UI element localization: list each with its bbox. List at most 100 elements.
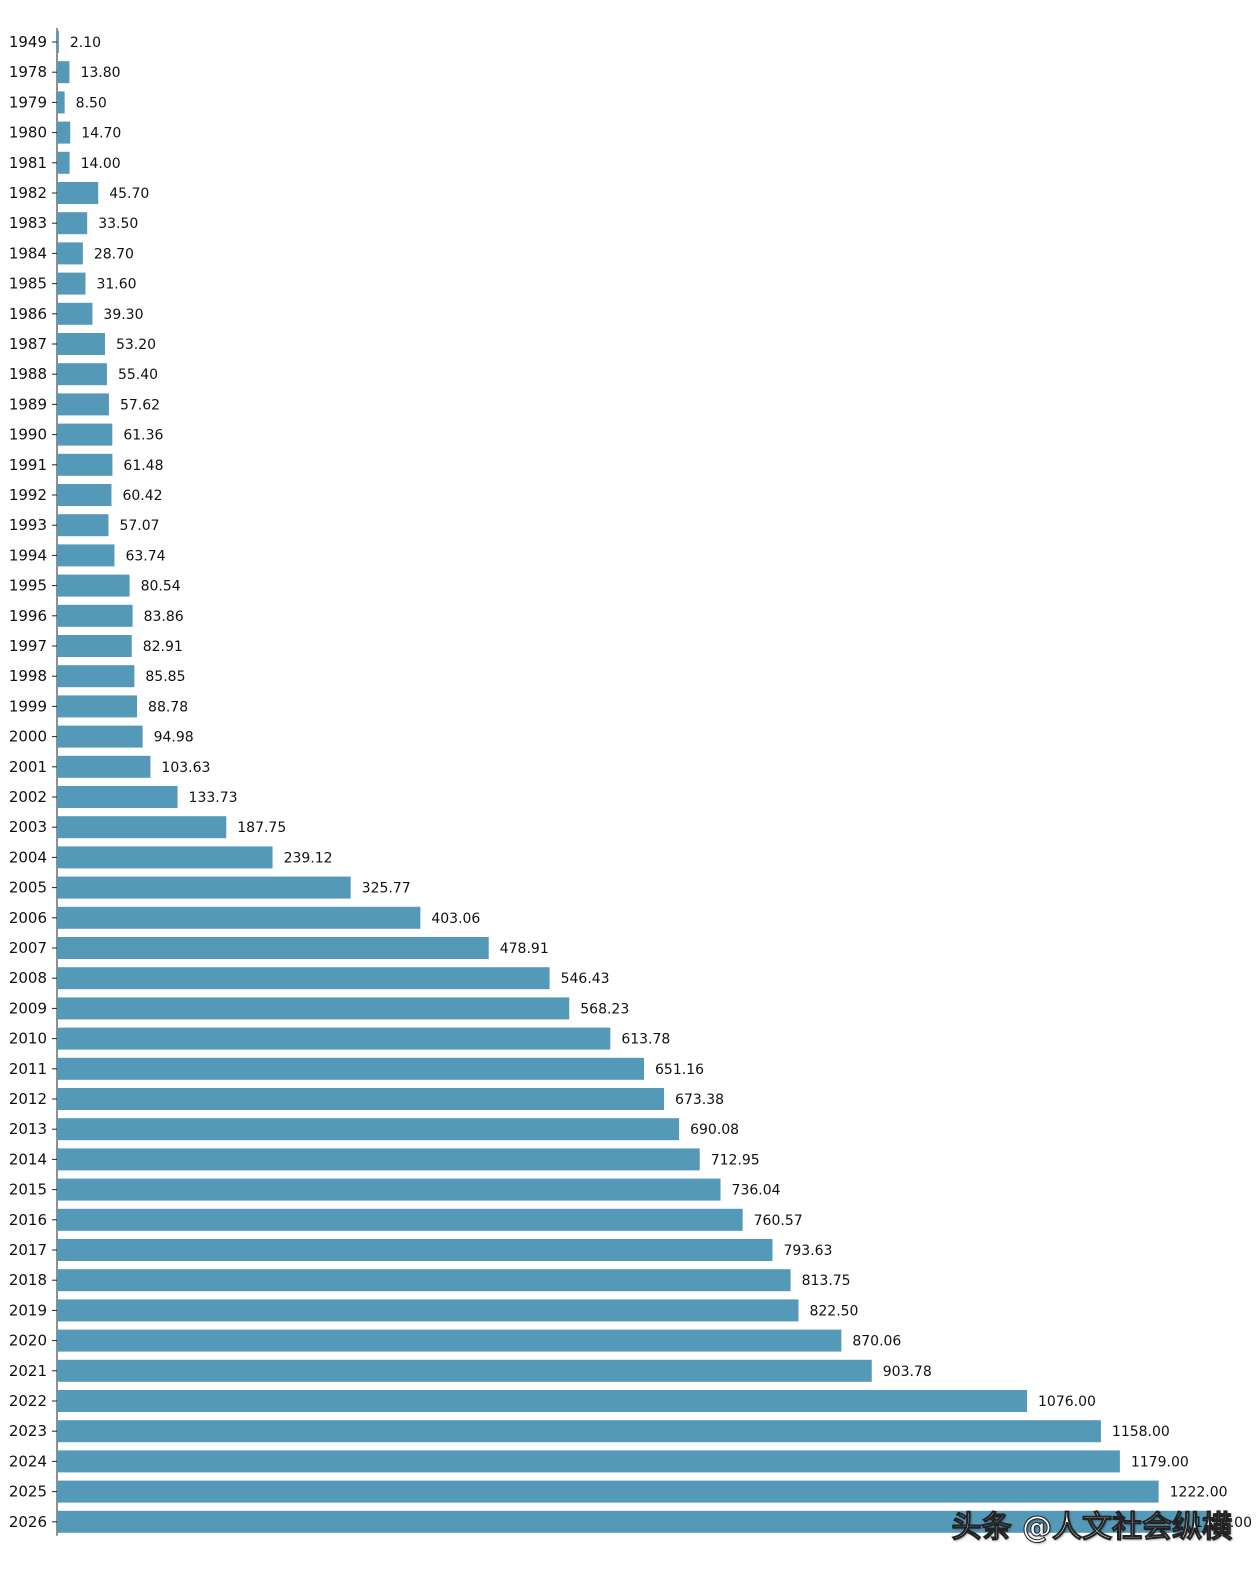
data-label: 903.78	[883, 1364, 932, 1380]
data-label: 813.75	[802, 1273, 851, 1289]
bar	[57, 1118, 680, 1141]
bar	[57, 574, 130, 597]
bar	[57, 1239, 773, 1261]
data-label: 568.23	[580, 1001, 629, 1017]
bar	[57, 484, 112, 506]
bar	[57, 1299, 799, 1322]
y-tick-label: 1983	[9, 214, 47, 232]
data-label: 1222.00	[1170, 1485, 1228, 1501]
y-tick-label: 2000	[9, 728, 47, 746]
bar	[57, 1178, 721, 1201]
y-tick-label: 2026	[9, 1513, 47, 1531]
bar	[57, 363, 107, 386]
data-label: 57.07	[119, 518, 159, 534]
y-tick-label: 1994	[9, 546, 47, 564]
data-label: 187.75	[237, 820, 286, 836]
y-tick-label: 2003	[9, 818, 47, 836]
y-tick-label: 1991	[9, 456, 47, 474]
data-label: 83.86	[144, 609, 184, 625]
data-label: 103.63	[161, 760, 210, 776]
data-label: 1179.00	[1131, 1454, 1189, 1470]
bar	[57, 393, 109, 416]
bar	[57, 997, 570, 1020]
data-label: 1277.00	[1194, 1515, 1252, 1531]
y-tick-label: 2006	[9, 909, 47, 927]
bar	[57, 302, 93, 325]
bar	[57, 212, 88, 235]
data-label: 1158.00	[1112, 1424, 1170, 1440]
data-label: 133.73	[189, 790, 238, 806]
y-tick-label: 2019	[9, 1301, 47, 1319]
data-label: 760.57	[754, 1213, 803, 1229]
bar	[57, 937, 489, 959]
bar	[57, 242, 83, 265]
bar	[57, 1480, 1159, 1503]
y-tick-label: 2023	[9, 1422, 47, 1440]
y-tick-label: 2012	[9, 1090, 47, 1108]
y-tick-label: 1978	[9, 63, 47, 81]
bar	[57, 665, 135, 688]
data-label: 61.36	[123, 428, 163, 444]
y-tick-label: 1989	[9, 395, 47, 413]
data-label: 53.20	[116, 337, 156, 353]
bar	[57, 453, 113, 476]
data-label: 60.42	[122, 488, 162, 504]
bar	[57, 755, 151, 778]
data-label: 712.95	[711, 1152, 760, 1168]
bar	[57, 61, 70, 84]
bar	[57, 423, 113, 446]
bar	[57, 333, 105, 355]
bar	[57, 31, 59, 53]
y-tick-label: 1979	[9, 93, 47, 111]
bar	[57, 1420, 1101, 1443]
bar	[57, 846, 273, 869]
data-label: 57.62	[120, 397, 160, 413]
data-label: 325.77	[362, 881, 411, 897]
y-tick-label: 1988	[9, 365, 47, 383]
data-label: 14.70	[81, 126, 121, 142]
bar	[57, 1148, 700, 1171]
data-label: 14.00	[81, 156, 121, 172]
data-label: 94.98	[154, 730, 194, 746]
data-label: 55.40	[118, 367, 158, 383]
bar	[57, 695, 138, 718]
y-tick-label: 2020	[9, 1332, 47, 1350]
bar	[57, 1269, 791, 1292]
y-tick-label: 2025	[9, 1483, 47, 1501]
y-tick-label: 2022	[9, 1392, 47, 1410]
bar	[57, 1359, 872, 1382]
y-tick-label: 2008	[9, 969, 47, 987]
bar	[57, 786, 178, 808]
data-label: 8.50	[76, 95, 107, 111]
y-tick-label: 2011	[9, 1060, 47, 1078]
data-label: 1076.00	[1038, 1394, 1096, 1410]
y-tick-label: 2002	[9, 788, 47, 806]
bar	[57, 1390, 1028, 1412]
y-tick-label: 1984	[9, 244, 47, 262]
y-tick-label: 2015	[9, 1181, 47, 1199]
data-label: 80.54	[141, 579, 181, 595]
y-tick-label: 2010	[9, 1030, 47, 1048]
data-label: 63.74	[125, 548, 165, 564]
data-label: 822.50	[809, 1303, 858, 1319]
y-tick-label: 2001	[9, 758, 47, 776]
data-label: 870.06	[852, 1334, 901, 1350]
y-tick-label: 1982	[9, 184, 47, 202]
data-label: 39.30	[103, 307, 143, 323]
y-tick-label: 2021	[9, 1362, 47, 1380]
data-label: 651.16	[655, 1062, 704, 1078]
y-tick-label: 2013	[9, 1120, 47, 1138]
bar	[57, 906, 421, 929]
bar	[57, 1208, 743, 1231]
y-tick-label: 2016	[9, 1211, 47, 1229]
data-label: 736.04	[732, 1183, 781, 1199]
y-tick-label: 2014	[9, 1150, 47, 1168]
bar	[57, 604, 133, 627]
bar	[57, 151, 70, 174]
data-label: 45.70	[109, 186, 149, 202]
data-label: 33.50	[98, 216, 138, 232]
data-label: 13.80	[80, 65, 120, 81]
data-label: 793.63	[783, 1243, 832, 1259]
y-tick-label: 2005	[9, 879, 47, 897]
